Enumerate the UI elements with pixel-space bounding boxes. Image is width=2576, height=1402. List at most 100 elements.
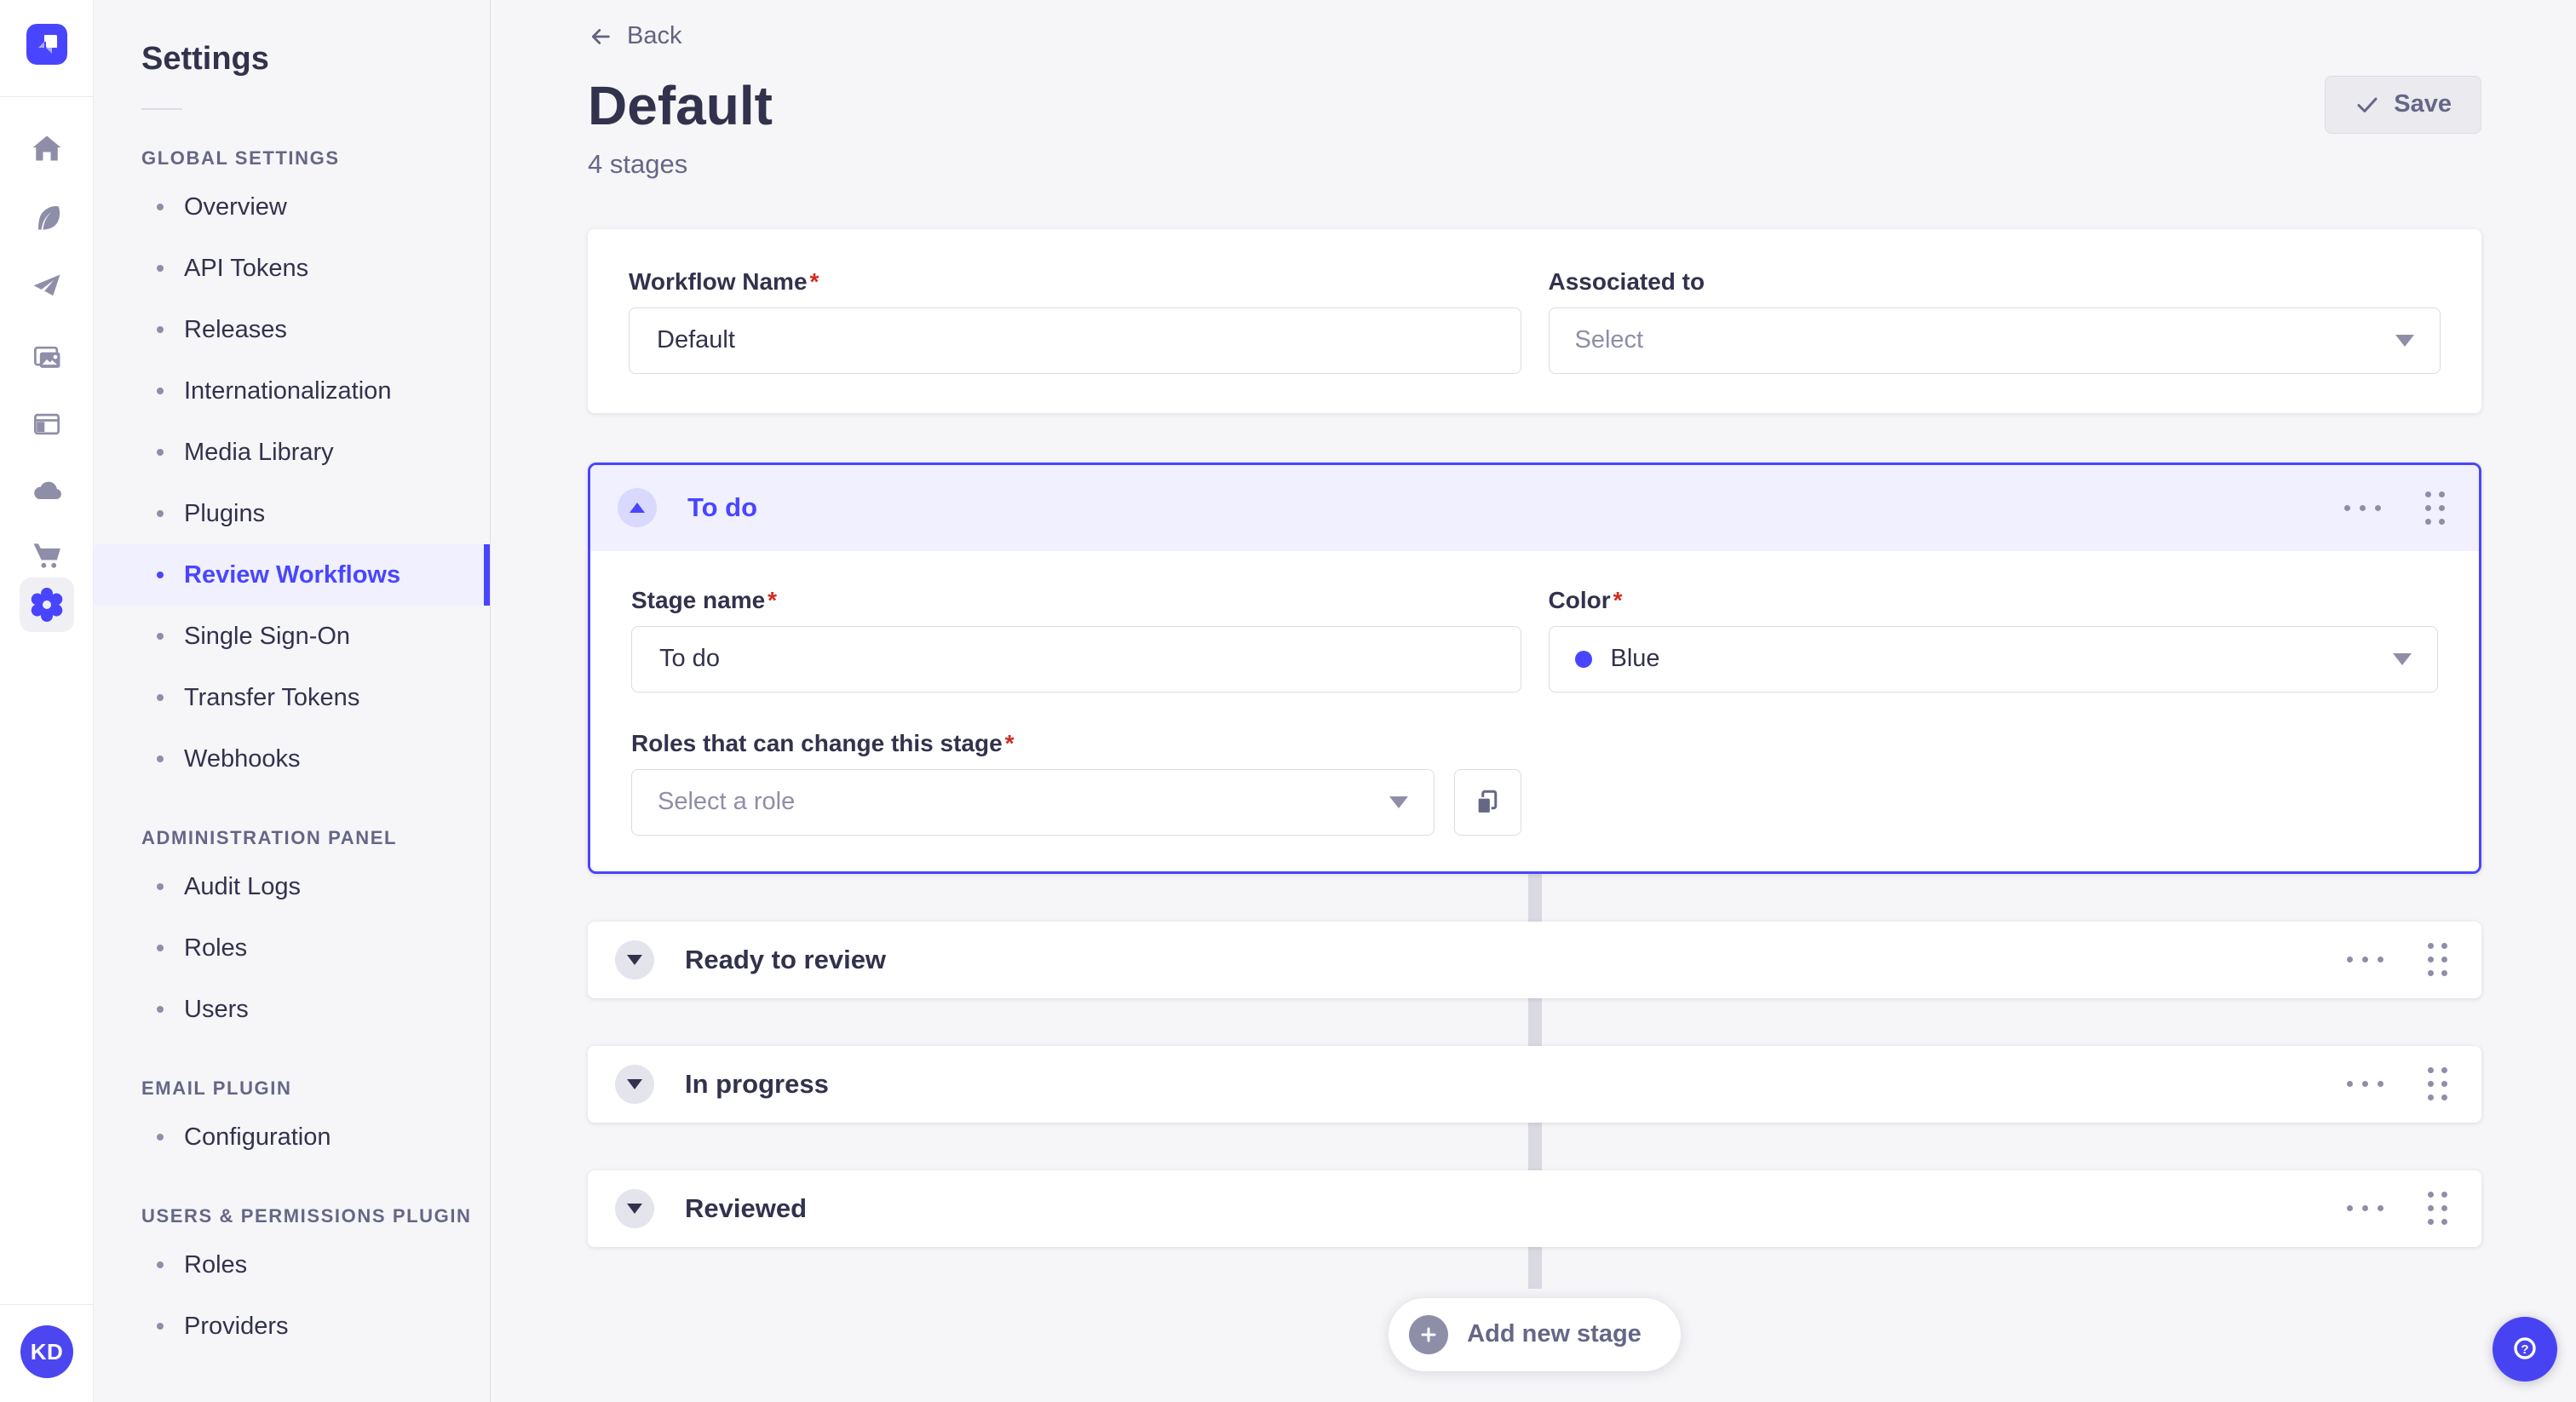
stage-editor-body: Stage name* Color* Blue bbox=[590, 550, 2479, 871]
back-link[interactable]: Back bbox=[588, 22, 681, 50]
drag-handle-icon[interactable] bbox=[2422, 488, 2448, 528]
section-label-users-permissions-plugin: USERS & PERMISSIONS PLUGIN bbox=[141, 1205, 472, 1227]
media-library-images-icon[interactable] bbox=[29, 340, 65, 376]
user-avatar[interactable]: KD bbox=[20, 1325, 73, 1378]
sidebar-item-label: Single Sign-On bbox=[184, 622, 351, 650]
sidebar-item-label: Internationalization bbox=[184, 376, 392, 405]
sidebar-item-admin-roles[interactable]: Roles bbox=[94, 917, 490, 979]
bullet-icon bbox=[157, 572, 164, 578]
stage-name-label: Stage name * bbox=[631, 586, 778, 613]
strapi-logo[interactable] bbox=[26, 24, 67, 65]
marketplace-cart-icon[interactable] bbox=[29, 537, 65, 573]
sidebar-item-overview[interactable]: Overview bbox=[94, 176, 490, 238]
sidebar-item-label: Review Workflows bbox=[184, 560, 401, 589]
stage-color-label: Color * bbox=[1548, 586, 1623, 613]
stage-header-todo[interactable]: To do bbox=[590, 464, 2479, 551]
bullet-icon bbox=[157, 1323, 164, 1330]
sidebar-item-configuration[interactable]: Configuration bbox=[94, 1106, 490, 1168]
content-type-builder-layout-icon[interactable] bbox=[29, 406, 65, 442]
bullet-icon bbox=[157, 449, 164, 456]
bullet-icon bbox=[157, 510, 164, 517]
sidebar-item-internationalization[interactable]: Internationalization bbox=[94, 360, 490, 422]
expand-toggle-button[interactable] bbox=[615, 1064, 654, 1104]
help-button[interactable]: ? bbox=[2493, 1317, 2557, 1382]
sidebar-item-label: Webhooks bbox=[184, 744, 301, 773]
stage-count: 4 stages bbox=[588, 148, 688, 179]
sidebar-title-rule bbox=[141, 108, 182, 110]
drag-handle-icon[interactable] bbox=[2424, 1188, 2451, 1228]
sidebar-item-media-library[interactable]: Media Library bbox=[94, 422, 490, 483]
expand-toggle-button[interactable] bbox=[615, 1188, 654, 1228]
stage-row-reviewed[interactable]: Reviewed bbox=[588, 1169, 2481, 1247]
sidebar-item-plugins[interactable]: Plugins bbox=[94, 483, 490, 544]
sidebar-title: Settings bbox=[141, 41, 269, 77]
stage-row-in-progress[interactable]: In progress bbox=[588, 1045, 2481, 1123]
drag-handle-icon[interactable] bbox=[2424, 1064, 2451, 1104]
settings-gear-icon[interactable] bbox=[20, 577, 74, 632]
stage-card-todo: To do Stage name * bbox=[588, 462, 2481, 874]
drag-handle-icon[interactable] bbox=[2424, 939, 2451, 980]
chevron-up-icon bbox=[630, 503, 645, 514]
sidebar-item-audit-logs[interactable]: Audit Logs bbox=[94, 856, 490, 917]
associated-to-placeholder: Select bbox=[1574, 326, 1644, 354]
save-button[interactable]: Save bbox=[2325, 75, 2481, 134]
sidebar-item-label: Plugins bbox=[184, 499, 266, 527]
sidebar-item-label: Users bbox=[184, 995, 249, 1023]
svg-text:?: ? bbox=[2521, 1342, 2528, 1357]
sidebar-item-releases[interactable]: Releases bbox=[94, 299, 490, 360]
add-new-stage-button[interactable]: Add new stage bbox=[1389, 1297, 1681, 1371]
associated-to-label: Associated to bbox=[1548, 267, 1705, 295]
required-asterisk: * bbox=[768, 586, 778, 613]
stage-name-field: Stage name * bbox=[631, 587, 1521, 692]
chevron-down-icon bbox=[627, 954, 642, 965]
check-icon bbox=[2357, 97, 2378, 112]
stage-options-menu-icon[interactable] bbox=[2345, 950, 2385, 969]
collapse-toggle-button[interactable] bbox=[618, 488, 657, 528]
save-label: Save bbox=[2394, 90, 2452, 118]
bullet-icon bbox=[157, 265, 164, 272]
back-label: Back bbox=[627, 22, 682, 49]
stage-title: Reviewed bbox=[685, 1192, 808, 1223]
sidebar-item-single-sign-on[interactable]: Single Sign-On bbox=[94, 606, 490, 667]
stage-options-menu-icon[interactable] bbox=[2345, 1198, 2385, 1218]
sidebar-item-label: Providers bbox=[184, 1312, 289, 1340]
content-manager-feather-icon[interactable] bbox=[29, 200, 65, 236]
stage-roles-select[interactable]: Select a role bbox=[631, 768, 1435, 836]
sidebar-item-transfer-tokens[interactable]: Transfer Tokens bbox=[94, 667, 490, 728]
sidebar-item-up-roles[interactable]: Roles bbox=[94, 1234, 490, 1296]
chevron-down-icon bbox=[627, 1078, 642, 1089]
stage-title: Ready to review bbox=[685, 944, 887, 974]
sidebar-item-webhooks[interactable]: Webhooks bbox=[94, 728, 490, 790]
back-arrow-icon bbox=[591, 28, 610, 44]
duplicate-roles-button[interactable] bbox=[1453, 768, 1521, 836]
sidebar-item-api-tokens[interactable]: API Tokens bbox=[94, 238, 490, 299]
stage-color-value: Blue bbox=[1610, 645, 1660, 673]
chevron-down-icon bbox=[2393, 652, 2412, 665]
duplicate-icon bbox=[1476, 790, 1498, 814]
home-icon[interactable] bbox=[29, 130, 65, 166]
stage-options-menu-icon[interactable] bbox=[2345, 1074, 2385, 1094]
sidebar-item-review-workflows[interactable]: Review Workflows bbox=[94, 544, 490, 606]
stage-options-menu-icon[interactable] bbox=[2343, 498, 2383, 518]
sidebar-item-users[interactable]: Users bbox=[94, 979, 490, 1040]
deploy-cloud-icon[interactable] bbox=[29, 473, 65, 509]
expand-toggle-button[interactable] bbox=[615, 939, 654, 980]
sidebar-item-label: Transfer Tokens bbox=[184, 683, 360, 711]
stage-title: In progress bbox=[685, 1068, 829, 1099]
sidebar-item-label: Overview bbox=[184, 192, 287, 221]
bullet-icon bbox=[157, 1261, 164, 1268]
stage-roles-placeholder: Select a role bbox=[658, 788, 796, 816]
stage-color-select[interactable]: Blue bbox=[1548, 625, 2438, 692]
stage-row-ready-to-review[interactable]: Ready to review bbox=[588, 921, 2481, 998]
associated-to-field: Associated to Select bbox=[1548, 267, 2441, 374]
chevron-down-icon bbox=[627, 1203, 642, 1214]
sidebar-item-providers[interactable]: Providers bbox=[94, 1296, 490, 1357]
releases-paper-plane-icon[interactable] bbox=[29, 270, 65, 306]
rail-divider bbox=[0, 96, 94, 97]
stage-name-input[interactable] bbox=[631, 625, 1521, 692]
associated-to-select[interactable]: Select bbox=[1548, 307, 2441, 374]
stages-list: To do Stage name * bbox=[588, 462, 2481, 1371]
workflow-name-input[interactable] bbox=[629, 307, 1521, 374]
question-mark-icon: ? bbox=[2514, 1337, 2536, 1359]
section-label-email-plugin: EMAIL PLUGIN bbox=[141, 1077, 292, 1099]
